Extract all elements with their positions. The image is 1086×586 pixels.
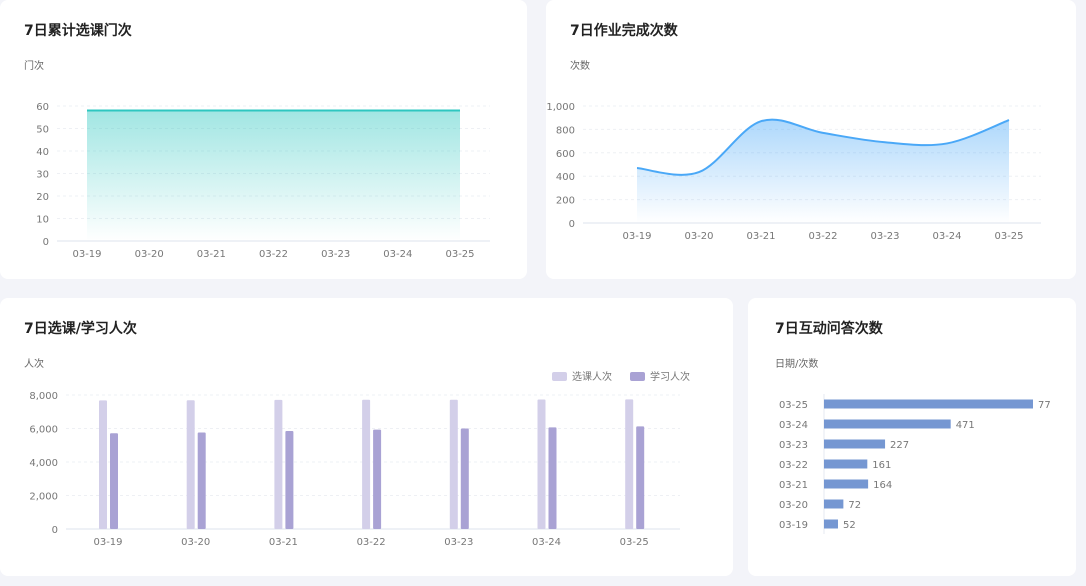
bar-study (636, 426, 645, 529)
x-tick-label: 03-21 (197, 249, 226, 260)
data-label: 77 (1038, 400, 1051, 411)
x-tick-label: 03-25 (994, 231, 1023, 242)
bar-selection (362, 399, 371, 529)
y-tick-label: 1,000 (546, 102, 575, 113)
area-chart: 0 200 400 600 800 1,000 03-19 03-20 03-21 03-22 03… (546, 102, 1041, 242)
y-tick-label: 0 (569, 219, 575, 230)
data-label: 161 (872, 460, 891, 471)
chart-title: 7日互动问答次数 (775, 321, 883, 337)
x-tick-label: 03-22 (259, 249, 288, 260)
y-tick-label: 0 (52, 525, 58, 536)
x-tick-label: 03-21 (746, 231, 775, 242)
y-tick-label: 200 (556, 196, 575, 207)
bar-selection (186, 400, 195, 529)
bar-selection (274, 399, 283, 529)
legend-label: 选课人次 (572, 370, 612, 383)
area-fill (637, 119, 1009, 223)
horizontal-bar-chart: 03-25 77 03-24 471 03-23 227 03-22 161 03-21 164 0… (779, 394, 1051, 534)
y-tick-label: 03-25 (779, 400, 808, 411)
y-tick-label: 60 (36, 102, 49, 113)
x-tick-label: 03-25 (445, 249, 474, 260)
x-tick-label: 03-23 (444, 537, 473, 548)
area-chart: 0 10 20 30 40 50 60 03-19 03-20 03-21 03-22 03-23 03… (36, 102, 490, 260)
bar-study (197, 432, 206, 529)
legend-swatch (552, 372, 567, 381)
y-tick-label: 03-21 (779, 480, 808, 491)
y-unit-label: 次数 (570, 61, 590, 72)
y-tick-label: 50 (36, 125, 49, 136)
y-tick-label: 800 (556, 125, 575, 136)
bar (824, 499, 844, 509)
area-fill (87, 110, 460, 241)
bar-study (285, 431, 294, 529)
bar (824, 479, 869, 489)
bar (824, 439, 886, 449)
bar-study (373, 429, 382, 529)
x-tick-label: 03-24 (383, 249, 412, 260)
y-tick-label: 03-22 (779, 460, 808, 471)
x-tick-label: 03-20 (684, 231, 713, 242)
bar-selection (537, 399, 546, 529)
data-label: 52 (843, 520, 856, 531)
bar (824, 419, 951, 429)
x-tick-label: 03-23 (321, 249, 350, 260)
y-tick-label: 03-24 (779, 420, 808, 431)
data-label: 471 (956, 420, 975, 431)
legend-swatch (630, 372, 645, 381)
y-tick-label: 30 (36, 170, 49, 181)
y-tick-label: 0 (43, 237, 49, 248)
series-line (636, 118, 1010, 176)
bar-study (110, 433, 118, 529)
bar-selection (625, 399, 634, 529)
x-tick-label: 03-22 (808, 231, 837, 242)
y-tick-label: 10 (36, 215, 49, 226)
bar-selection (99, 400, 107, 529)
bar-chart: 0 2,000 4,000 6,000 8,000 03-19 03-20 03-21 03-2… (29, 370, 690, 548)
y-tick-label: 03-23 (779, 440, 808, 451)
y-unit-label: 人次 (24, 359, 44, 370)
y-tick-label: 03-20 (779, 500, 808, 511)
x-tick-label: 03-19 (72, 249, 101, 260)
x-tick-label: 03-20 (135, 249, 164, 260)
x-tick-label: 03-19 (622, 231, 651, 242)
y-tick-label: 40 (36, 147, 49, 158)
bar (824, 399, 1033, 409)
chart-title: 7日作业完成次数 (570, 23, 678, 39)
data-label: 72 (848, 500, 861, 511)
y-tick-label: 20 (36, 192, 49, 203)
x-tick-label: 03-19 (93, 537, 122, 548)
y-tick-label: 03-19 (779, 520, 808, 531)
legend-label: 学习人次 (650, 370, 690, 383)
data-label: 227 (890, 440, 909, 451)
y-tick-label: 6,000 (29, 425, 58, 436)
bar (824, 459, 868, 469)
y-unit-label: 日期/次数 (775, 359, 819, 370)
card-course-selections: 7日累计选课门次 门次 0 10 20 30 40 50 60 03-19 03-20 03-21… (0, 0, 527, 279)
bar-selection (449, 399, 458, 529)
x-tick-label: 03-22 (357, 537, 386, 548)
x-tick-label: 03-24 (532, 537, 561, 548)
card-qa-interactions: 7日互动问答次数 日期/次数 03-25 77 03-24 471 03-23 227 03… (748, 298, 1076, 576)
x-tick-label: 03-23 (870, 231, 899, 242)
bar (824, 519, 838, 529)
card-selection-study: 7日选课/学习人次 人次 0 2,000 4,000 6,000 8,000 03-19 0… (0, 298, 733, 576)
chart-title: 7日选课/学习人次 (24, 321, 137, 337)
card-homework-completions: 7日作业完成次数 次数 0 200 400 600 800 1,000 03-19 03-20… (546, 0, 1076, 279)
y-tick-label: 2,000 (29, 492, 58, 503)
data-label: 164 (873, 480, 892, 491)
y-tick-label: 4,000 (29, 458, 58, 469)
bar-study (460, 428, 469, 529)
x-tick-label: 03-21 (269, 537, 298, 548)
chart-title: 7日累计选课门次 (24, 23, 132, 39)
x-tick-label: 03-24 (932, 231, 961, 242)
y-unit-label: 门次 (24, 61, 44, 72)
y-tick-label: 600 (556, 149, 575, 160)
y-tick-label: 8,000 (29, 391, 58, 402)
bar-study (548, 427, 557, 529)
y-tick-label: 400 (556, 172, 575, 183)
x-tick-label: 03-20 (181, 537, 210, 548)
x-tick-label: 03-25 (620, 537, 649, 548)
